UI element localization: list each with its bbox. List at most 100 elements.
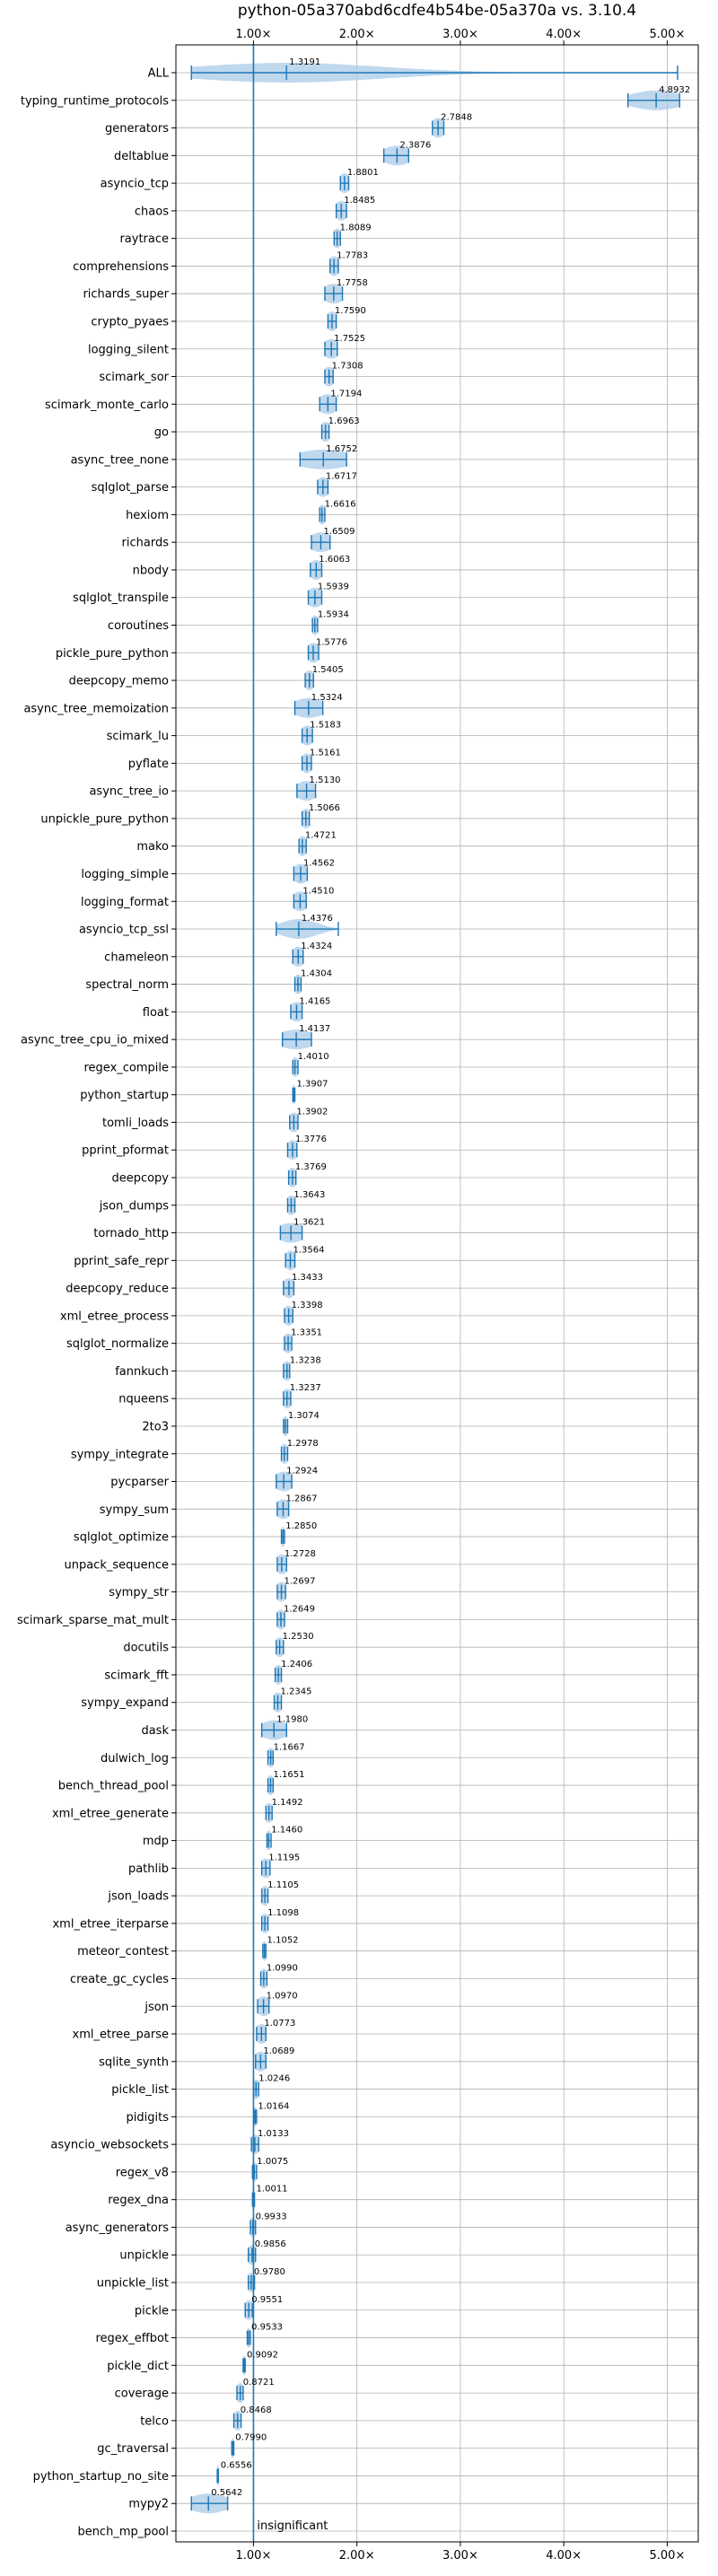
data-label: 1.2867 (285, 1494, 317, 1503)
data-label: 1.6063 (319, 555, 350, 565)
category-label: create_gc_cycles (70, 1973, 169, 1986)
data-label: 1.5324 (311, 693, 343, 703)
category-label: mypy2 (128, 2498, 169, 2511)
category-label: sympy_str (109, 1586, 169, 1599)
top-tick-label: 3.00× (442, 28, 478, 41)
data-label: 1.3237 (290, 1383, 321, 1393)
data-label: 1.1105 (267, 1880, 299, 1890)
bottom-tick-label: 3.00× (442, 2549, 478, 2563)
category-label: deepcopy (111, 1172, 169, 1186)
category-label: meteor_contest (77, 1945, 169, 1958)
data-label: 1.7783 (337, 250, 368, 260)
category-label: async_generators (66, 2221, 170, 2235)
data-label: 1.3776 (295, 1135, 327, 1144)
category-labels: ALL typing_runtime_protocols generators del… (17, 67, 170, 2539)
data-label: 1.5183 (310, 721, 341, 731)
category-label: pidigits (127, 2111, 170, 2125)
category-label: logging_silent (88, 343, 169, 356)
top-tick-label: 2.00× (339, 28, 375, 41)
data-label: 1.4721 (305, 831, 337, 841)
data-label: 1.7590 (335, 306, 366, 316)
category-label: nbody (133, 564, 170, 577)
category-label: deepcopy_memo (69, 675, 169, 688)
data-label: 1.3433 (292, 1273, 323, 1283)
data-label: 2.7848 (441, 113, 472, 123)
top-tick-label: 4.00× (546, 28, 582, 41)
category-label: unpickle_pure_python (40, 812, 169, 826)
category-label: hexiom (126, 509, 169, 522)
violins (190, 63, 680, 2514)
data-label: 1.1667 (274, 1742, 305, 1752)
data-label: 1.2728 (285, 1549, 316, 1559)
data-label: 1.5405 (312, 665, 344, 675)
data-label: 1.0133 (258, 2129, 289, 2139)
category-label: mdp (143, 1835, 169, 1848)
category-label: bench_mp_pool (77, 2525, 169, 2538)
category-label: comprehensions (73, 260, 169, 274)
data-label: 1.1195 (268, 1853, 300, 1862)
category-label: go (154, 426, 169, 440)
data-label: 1.8485 (344, 196, 375, 206)
category-label: regex_effbot (95, 2332, 169, 2345)
data-label: 1.6963 (328, 416, 360, 426)
data-label: 1.1492 (272, 1798, 303, 1808)
data-label: 1.8089 (340, 223, 372, 233)
data-label: 1.8801 (347, 168, 379, 178)
data-label: 1.0990 (267, 1963, 298, 1973)
data-label: 1.0970 (267, 1991, 298, 2001)
data-label: 1.5130 (310, 775, 341, 785)
category-label: regex_dna (108, 2194, 169, 2207)
category-label: pickle (135, 2304, 169, 2318)
category-label: docutils (123, 1642, 169, 1655)
category-label: fannkuch (115, 1365, 169, 1379)
category-label: async_tree_none (71, 453, 169, 467)
data-label: 1.7758 (337, 278, 368, 288)
category-label: sympy_expand (81, 1696, 169, 1710)
category-label: scimark_sparse_mat_mult (17, 1614, 169, 1627)
category-label: sqlglot_transpile (73, 591, 169, 605)
category-label: dask (141, 1724, 169, 1738)
category-label: python_startup (80, 1089, 169, 1102)
data-label: 0.9551 (251, 2295, 283, 2305)
category-label: gc_traversal (97, 2442, 169, 2456)
chart-title: python-05a370abd6cdfe4b54be-05a370a vs. … (238, 2, 636, 20)
data-label: 1.4137 (299, 1024, 330, 1034)
data-label: 1.5939 (318, 583, 349, 592)
category-label: asyncio_tcp_ssl (79, 924, 169, 937)
category-label: dulwich_log (101, 1752, 169, 1766)
data-label: 1.2850 (285, 1521, 317, 1531)
category-label: tomli_loads (102, 1117, 169, 1130)
data-label: 1.2924 (286, 1467, 318, 1476)
data-label: 1.1980 (276, 1715, 308, 1725)
category-label: pickle_list (111, 2083, 169, 2097)
category-label: sqlglot_normalize (66, 1337, 169, 1351)
data-label: 1.4304 (301, 969, 332, 979)
data-labels: 1.3191 4.8932 2.7848 2.3876 1.8801 1.8485 1.80… (211, 57, 690, 2498)
data-label: 1.0011 (257, 2185, 288, 2195)
category-label: coroutines (108, 619, 169, 633)
data-label: 0.5642 (211, 2488, 242, 2498)
category-label: asyncio_tcp (101, 178, 169, 191)
category-label: scimark_lu (107, 730, 169, 743)
data-label: 1.5776 (316, 637, 347, 647)
data-label: 1.1460 (271, 1826, 302, 1836)
data-label: 1.3238 (290, 1355, 321, 1365)
data-label: 1.6752 (326, 444, 357, 454)
category-label: sympy_integrate (71, 1448, 169, 1461)
data-label: 1.3564 (293, 1245, 325, 1255)
data-label: 0.9933 (256, 2212, 287, 2221)
category-label: asyncio_websockets (50, 2139, 169, 2152)
data-label: 1.5066 (309, 803, 340, 813)
category-label: regex_v8 (116, 2166, 169, 2179)
category-label: richards_super (83, 288, 169, 302)
category-label: float (143, 1006, 169, 1020)
data-label: 1.1098 (267, 1908, 299, 1918)
category-label: sqlglot_optimize (74, 1531, 169, 1545)
data-label: 1.1052 (267, 1936, 299, 1946)
data-label: 2.3876 (399, 140, 431, 150)
bottom-tick-label: 2.00× (339, 2549, 375, 2563)
bottom-tick-label: 4.00× (546, 2549, 582, 2563)
category-label: xml_etree_parse (73, 2028, 169, 2042)
category-label: sympy_sum (100, 1503, 169, 1517)
data-label: 1.3769 (295, 1162, 327, 1172)
